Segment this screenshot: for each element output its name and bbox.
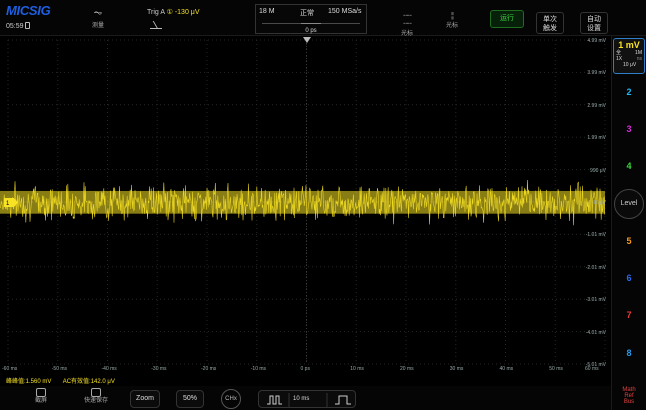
timebase-control[interactable] [258, 390, 356, 408]
svg-text:1: 1 [6, 201, 10, 207]
trigger-label: Trig A [147, 9, 165, 16]
zoom-button[interactable]: Zoom [130, 390, 160, 408]
clock-time: 05:59 [6, 23, 24, 30]
channel-2-button[interactable]: 2 [626, 87, 632, 97]
trigger-channel-icon: ① [166, 9, 173, 16]
h-scale-label: 0 ps [300, 366, 310, 372]
h-scale-label: 60 ms [585, 366, 599, 372]
v-scale-label: -2.01 mV [585, 264, 606, 271]
h-scale-label: 20 ms [400, 366, 414, 372]
rising-edge-icon [150, 21, 162, 29]
math-label: Math [622, 387, 636, 393]
trigger-percent-button[interactable]: 50% [176, 390, 204, 408]
time-offset: 0 ps [305, 28, 317, 34]
v-scale-label: 3.99 mV [587, 70, 606, 77]
battery-icon [24, 22, 30, 29]
screenshot-label: 截屏 [34, 398, 47, 404]
cursor-v-button[interactable]: ¦¦ 光标 [443, 11, 461, 30]
cursor-h-button[interactable]: ╌╌ ╌╌ 光标 [398, 11, 416, 38]
channel-3-button[interactable]: 3 [626, 124, 632, 134]
timebase-value: 10 ms [293, 396, 310, 402]
timebase-overview[interactable]: 18 M 正常 150 MSa/s 0 ps [255, 4, 367, 34]
clock: 05:59 [6, 22, 30, 30]
v-scale-label: -3.01 mV [585, 297, 606, 304]
home-screenshot-icon [36, 388, 46, 397]
ref-label: Ref [624, 393, 634, 399]
horizontal-cursor-icon: ╌╌ ╌╌ [403, 11, 412, 28]
measurement-readout: 峰峰值:1.560 mV AC有效值:142.0 μV [6, 376, 125, 385]
quick-save-label: 快速保存 [83, 398, 108, 404]
vertical-cursor-icon: ¦¦ [450, 11, 454, 20]
channel-8-button[interactable]: 8 [626, 348, 632, 358]
waveform-display[interactable] [0, 36, 611, 370]
pulse-train-icon [267, 393, 351, 407]
single-label-2: 触发 [543, 25, 557, 32]
trigger-position-marker[interactable] [303, 37, 311, 45]
run-stop-button[interactable]: 运行 [490, 10, 524, 28]
auto-label-2: 设置 [587, 25, 601, 32]
level-button[interactable]: Level [614, 189, 644, 219]
h-scale-label: 50 ms [549, 366, 563, 372]
channel-4-button[interactable]: 4 [626, 161, 632, 171]
h-scale-label: -10 ms [250, 366, 267, 372]
bus-label: Bus [623, 399, 635, 405]
memory-position-bar [262, 23, 360, 24]
top-bar: MICSIG 05:59 ⏦ 测量 Trig A ① -130 μV 18 M … [0, 0, 646, 38]
math-ref-bus-button[interactable]: Math Ref Bus [613, 387, 645, 405]
single-label-1: 单次 [543, 16, 557, 23]
single-trigger-button[interactable]: 单次 触发 [536, 12, 564, 34]
ch1-impedance: 1M [635, 50, 642, 56]
waveform-grid [0, 39, 606, 365]
trigger-info[interactable]: Trig A ① -130 μV [147, 8, 239, 32]
ch1-offset: 10 μV [623, 62, 637, 68]
channel-1-button[interactable]: 1 mV 全 1M 1X ns 10 μV [613, 38, 645, 74]
peak-to-peak-value: 峰峰值:1.560 mV [6, 379, 52, 385]
h-scale-label: 30 ms [449, 366, 464, 372]
ch1-ground-marker[interactable]: 1 [4, 198, 18, 207]
cursor-v-label: 光标 [445, 23, 458, 29]
channel-5-button[interactable]: 5 [626, 236, 632, 246]
trigger-level: -130 μV [174, 9, 200, 16]
v-scale-label: 4.99 mV [587, 38, 606, 44]
ch1-scale: 1 mV [618, 40, 640, 50]
h-scale-label: -40 ms [101, 366, 117, 372]
h-scale-label: -20 ms [201, 366, 217, 372]
ch1-probe: 1X [616, 56, 623, 62]
h-scale-label: 10 ms [350, 366, 364, 372]
ch1-coupling: 全 [616, 50, 622, 56]
measure-label: 测量 [91, 23, 104, 29]
h-scale-label: -30 ms [151, 366, 167, 372]
h-scale-label: -60 ms [2, 366, 18, 372]
measure-icon: ⏦ [93, 7, 103, 19]
sample-rate: 150 MSa/s [328, 8, 362, 15]
v-scale-label: 990 μV [590, 167, 606, 174]
channel-panel [611, 36, 646, 410]
save-icon [91, 388, 101, 397]
memory-depth: 18 M [259, 8, 275, 15]
v-scale-label: -4.01 mV [585, 329, 606, 336]
measure-button[interactable]: ⏦ 测量 [86, 6, 110, 29]
auto-setup-button[interactable]: 自动 设置 [580, 12, 608, 34]
h-scale-label: 40 ms [499, 366, 514, 372]
h-scale-label: -50 ms [51, 366, 68, 372]
v-scale-label: 1.99 mV [587, 135, 606, 142]
v-scale-label: -5.01 mV [585, 362, 606, 368]
chx-button[interactable]: CHx [221, 389, 241, 409]
v-scale-label: 2.99 mV [587, 102, 606, 109]
channel-7-button[interactable]: 7 [626, 310, 632, 320]
v-scale-label: -1.01 mV [585, 232, 606, 239]
v-scale-label: -10 μV [591, 200, 606, 206]
cursor-h-label: 光标 [400, 31, 413, 37]
quick-save-button[interactable]: 快速保存 [82, 388, 110, 405]
ac-rms-value: AC有效值:142.0 μV [62, 379, 115, 385]
channel-6-button[interactable]: 6 [626, 273, 632, 283]
micsig-logo: MICSIG [6, 3, 51, 18]
bottom-toolbar: 截屏 快速保存 Zoom 50% CHx 10 ms [0, 386, 611, 410]
auto-label-1: 自动 [587, 16, 601, 23]
ch1-waveform-core [0, 190, 605, 214]
screenshot-button[interactable]: 截屏 [32, 388, 50, 405]
acquire-mode: 正常 [300, 10, 314, 17]
ch1-unit: ns [636, 56, 642, 62]
